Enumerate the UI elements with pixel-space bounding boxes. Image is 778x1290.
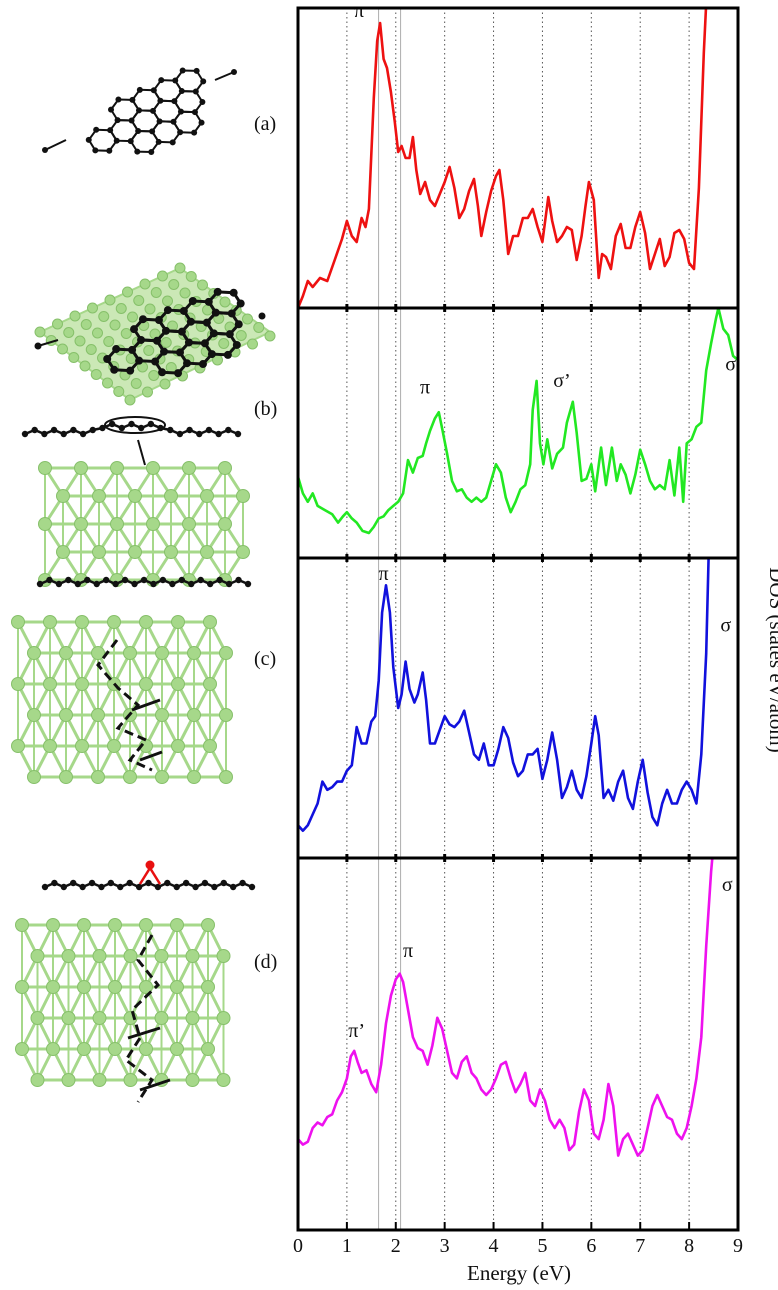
x-tick-label: 6 bbox=[586, 1235, 596, 1257]
peak-annotation: σ bbox=[720, 0, 731, 4]
x-tick-label: 4 bbox=[489, 1235, 499, 1257]
dos-plot-area: π σ π σ’ σ π σ π’ π σ 0 1 2 3 4 5 6 7 8 9 bbox=[293, 0, 743, 1257]
peak-annotation: σ bbox=[720, 615, 731, 637]
plot-frame bbox=[296, 6, 740, 1232]
x-tick-label: 5 bbox=[537, 1235, 547, 1257]
x-tick-label: 9 bbox=[733, 1235, 743, 1257]
graphene-on-metal-c bbox=[11, 576, 252, 784]
dos-curve-d bbox=[298, 858, 714, 1157]
x-tick-label: 7 bbox=[635, 1235, 645, 1257]
x-tick-label: 0 bbox=[293, 1235, 303, 1257]
x-tick-label: 3 bbox=[440, 1235, 450, 1257]
x-tick-label: 1 bbox=[342, 1235, 352, 1257]
peak-annotation: π bbox=[354, 0, 364, 22]
peak-annotation: σ’ bbox=[553, 370, 570, 392]
graphene-flake-a bbox=[42, 67, 237, 156]
graphene-on-metal-b bbox=[21, 262, 276, 587]
x-tick-label: 2 bbox=[391, 1235, 401, 1257]
peak-annotation: π bbox=[420, 376, 430, 398]
panel-labels: (a) (b) (c) (d) bbox=[254, 113, 277, 973]
dos-curve-c bbox=[298, 558, 710, 832]
dos-curve-a bbox=[298, 8, 708, 308]
peak-annotation: π bbox=[379, 563, 389, 585]
structure-illustrations bbox=[11, 67, 276, 1103]
x-axis-label: Energy (eV) bbox=[467, 1261, 571, 1285]
y-axis-label: DOS (states eV/atom) bbox=[765, 567, 778, 752]
peak-annotation: σ bbox=[722, 874, 733, 896]
oxygen-atom bbox=[145, 860, 155, 870]
x-tick-label: 8 bbox=[684, 1235, 694, 1257]
panel-label-b: (b) bbox=[254, 398, 277, 420]
panel-label-d: (d) bbox=[254, 951, 277, 973]
dos-curve-b bbox=[298, 308, 738, 535]
panel-label-c: (c) bbox=[254, 648, 276, 670]
graphene-oxygen-on-metal-d bbox=[15, 860, 256, 1103]
peak-annotation: π bbox=[403, 940, 413, 962]
peak-annotation: π’ bbox=[348, 1020, 365, 1042]
panel-label-a: (a) bbox=[254, 113, 276, 135]
peak-annotation: σ bbox=[725, 354, 736, 376]
